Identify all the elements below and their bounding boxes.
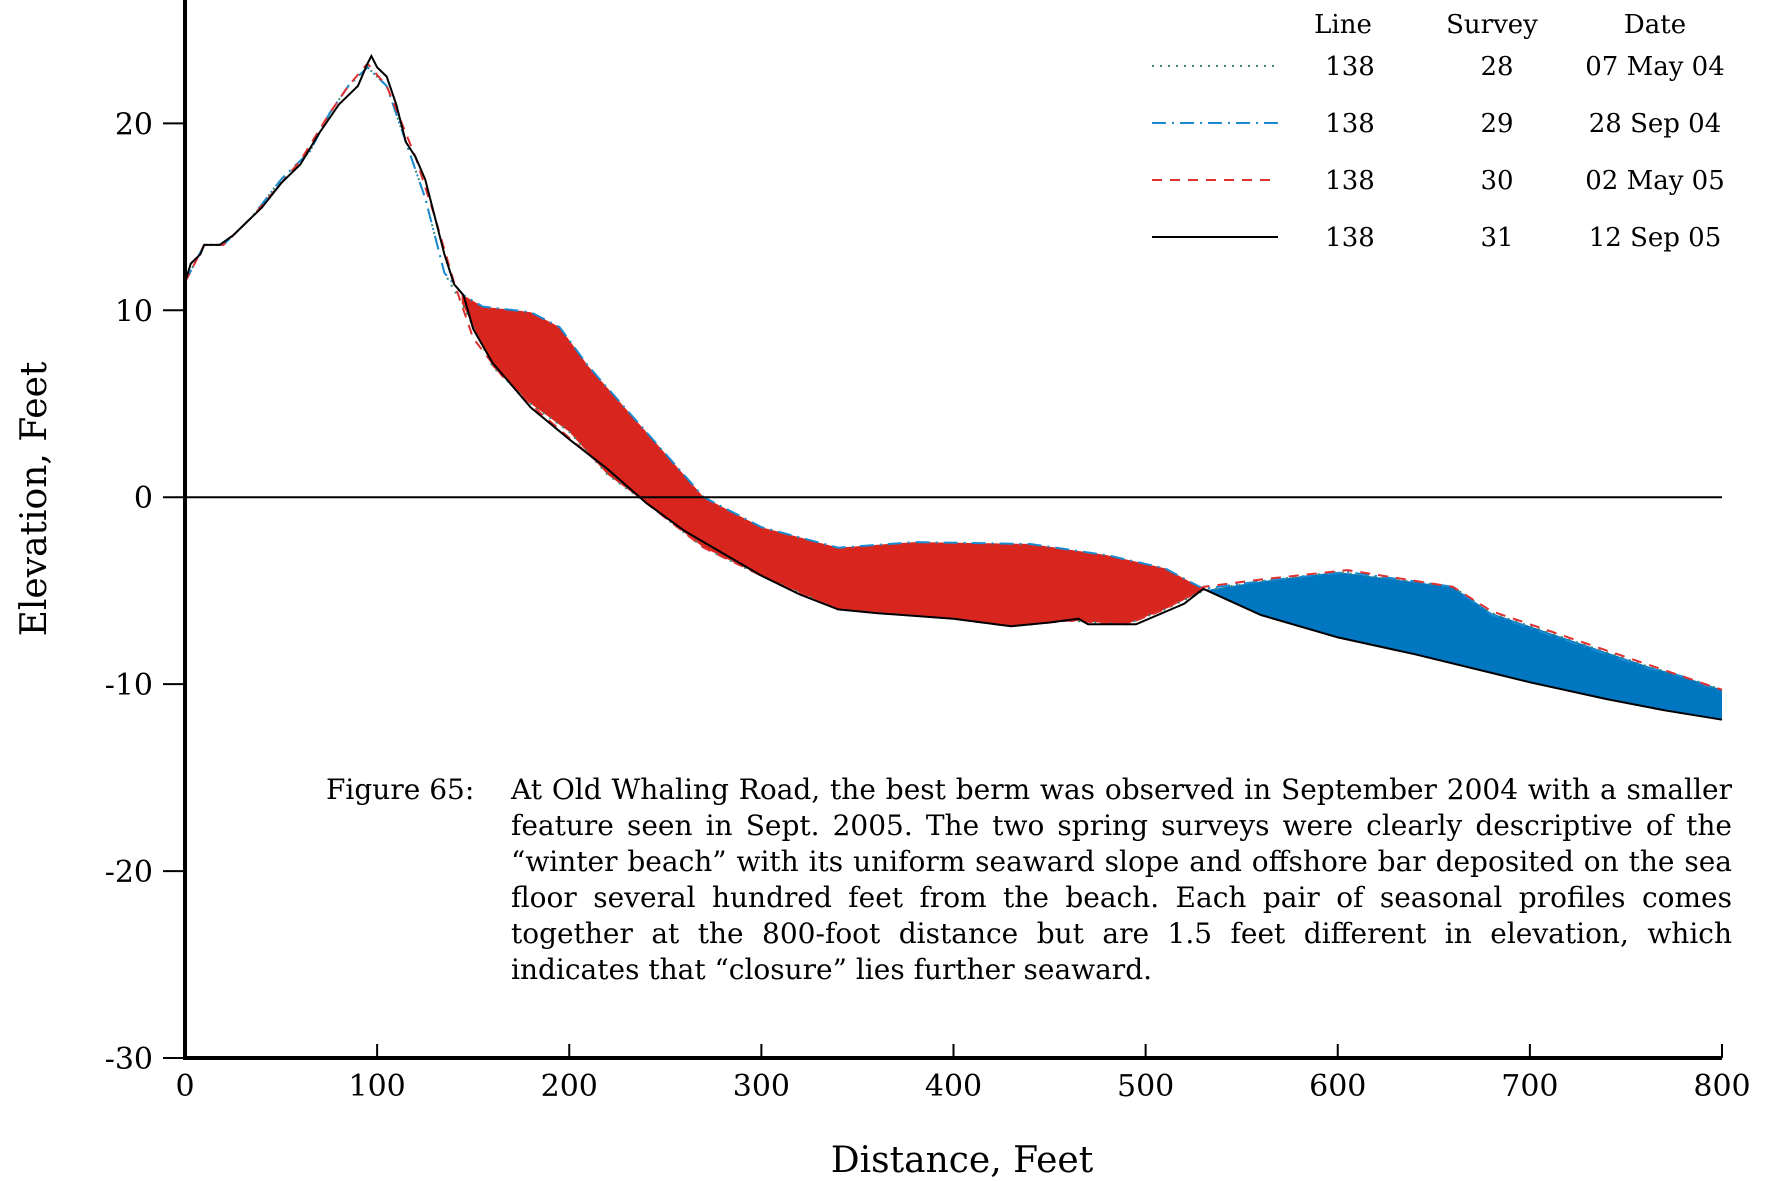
x-tick-label: 500 (1117, 1069, 1174, 1104)
series-line-survey-31 (184, 53, 1723, 721)
series-line-survey-30 (184, 62, 1723, 691)
x-tick-label: 800 (1693, 1069, 1750, 1104)
legend-line-text: 138 (1325, 166, 1375, 196)
legend-date-text: 02 May 05 (1585, 166, 1725, 196)
x-tick-label: 0 (175, 1069, 194, 1104)
y-tick-label: -20 (105, 855, 153, 890)
legend-survey-text: 28 (1480, 52, 1513, 82)
x-tick-label: 300 (733, 1069, 790, 1104)
legend-line-text: 138 (1325, 109, 1375, 139)
y-tick-label: 20 (115, 107, 153, 142)
x-tick-label: 100 (348, 1069, 405, 1104)
y-tick-label: 10 (115, 294, 153, 329)
y-tick-label: -10 (105, 668, 153, 703)
legend: Line Survey Date 138 28 07 May 04 138 29 28 S… (1152, 10, 1725, 253)
legend-date-text: 07 May 04 (1585, 52, 1725, 82)
legend-header-survey: Survey (1446, 10, 1538, 40)
legend-line-text: 138 (1325, 52, 1375, 82)
legend-survey-text: 29 (1480, 109, 1513, 139)
caption-label: Figure 65: (326, 773, 475, 806)
figure-caption: Figure 65: At Old Whaling Road, the best… (326, 772, 1732, 988)
legend-survey-text: 31 (1480, 223, 1513, 253)
legend-header-line: Line (1314, 10, 1372, 40)
profile-change-fills (461, 293, 1722, 720)
x-tick-label: 400 (925, 1069, 982, 1104)
y-axis-title: Elevation, Feet (14, 361, 55, 636)
erosion-fill (461, 293, 1204, 627)
legend-survey-text: 30 (1480, 166, 1513, 196)
legend-line-text: 138 (1325, 223, 1375, 253)
legend-header-date: Date (1624, 10, 1686, 40)
x-axis-title: Distance, Feet (831, 1140, 1094, 1181)
y-tick-label: -30 (105, 1042, 153, 1077)
x-tick-label: 600 (1309, 1069, 1366, 1104)
legend-date-text: 12 Sep 05 (1589, 223, 1722, 253)
legend-date-text: 28 Sep 04 (1589, 109, 1722, 139)
x-tick-label: 700 (1501, 1069, 1558, 1104)
caption-text: At Old Whaling Road, the best berm was o… (511, 773, 1732, 986)
y-tick-label: 0 (134, 481, 153, 516)
x-tick-label: 200 (541, 1069, 598, 1104)
profile-lines (184, 53, 1723, 721)
accretion-fill (1203, 572, 1722, 720)
